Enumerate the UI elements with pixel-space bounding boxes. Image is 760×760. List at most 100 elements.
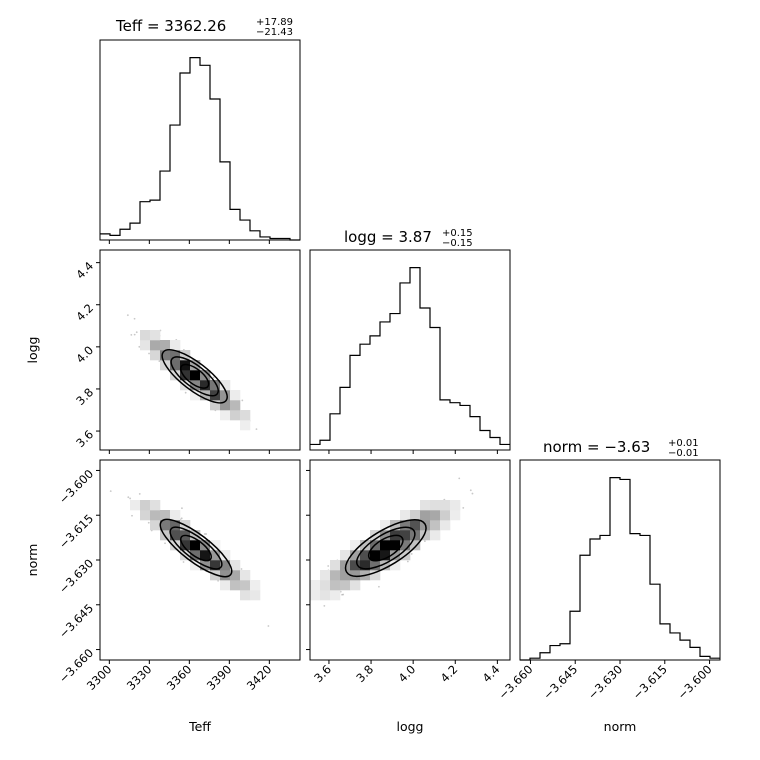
density-cell xyxy=(160,510,171,521)
density-cell xyxy=(380,560,391,571)
density-cell xyxy=(230,400,241,411)
sample-point xyxy=(182,561,185,563)
density-cell xyxy=(400,520,411,531)
sample-point xyxy=(323,604,326,607)
contour-level-1 xyxy=(161,349,228,404)
density-cell xyxy=(170,510,181,521)
density-cell xyxy=(230,570,241,581)
xlabel-norm: norm xyxy=(604,719,637,734)
sample-point xyxy=(203,533,206,535)
sample-point xyxy=(158,360,161,362)
density-cell xyxy=(160,350,171,361)
sample-point xyxy=(410,553,413,555)
density-cell xyxy=(420,500,431,511)
density-cell xyxy=(230,410,241,421)
density-cell xyxy=(450,510,461,521)
density-cell xyxy=(190,360,201,371)
density-cell xyxy=(140,500,151,511)
density-cell xyxy=(250,590,261,601)
density-cell xyxy=(400,530,411,541)
sample-point xyxy=(267,625,270,627)
density-cell xyxy=(210,380,221,391)
title-logg-plus: +0.15 xyxy=(442,228,473,239)
density-cell xyxy=(180,540,191,551)
density-cell xyxy=(330,590,341,601)
density-cell xyxy=(360,560,371,571)
panel-frame xyxy=(99,39,301,241)
density-cell xyxy=(150,350,161,361)
density-cell xyxy=(200,390,211,401)
density-cell xyxy=(350,560,361,571)
density-cell xyxy=(220,550,231,561)
sample-point xyxy=(184,391,187,394)
density-cell xyxy=(210,400,221,411)
contour-level-3 xyxy=(179,534,213,562)
density-cell xyxy=(370,550,381,561)
sample-point xyxy=(471,492,474,495)
density-cell xyxy=(200,380,211,391)
density-cell xyxy=(240,590,251,601)
density-cell xyxy=(350,550,361,561)
sample-point xyxy=(341,593,343,596)
panel-content xyxy=(310,477,474,607)
density-cell xyxy=(160,340,171,351)
panel-teff-logg xyxy=(126,314,258,431)
density-cell xyxy=(310,580,321,591)
density-cell xyxy=(190,540,201,551)
density-cell xyxy=(170,350,181,361)
density-cell xyxy=(150,510,161,521)
sample-point xyxy=(129,497,132,500)
sample-point xyxy=(127,496,130,499)
density-cell xyxy=(210,560,221,571)
sample-point xyxy=(126,314,129,317)
sample-point xyxy=(462,506,465,509)
density-cell xyxy=(330,580,341,591)
density-cell xyxy=(330,560,341,571)
density-cell xyxy=(210,540,221,551)
sample-point xyxy=(255,428,258,430)
density-cell xyxy=(430,520,441,531)
density-cell xyxy=(430,530,441,541)
density-cell xyxy=(150,520,161,531)
density-cell xyxy=(320,570,331,581)
density-cell xyxy=(390,540,401,551)
title-norm-plus: +0.01 xyxy=(668,438,699,449)
density-cell xyxy=(350,540,361,551)
density-cell xyxy=(220,560,231,571)
density-cell xyxy=(240,420,251,431)
density-cell xyxy=(390,560,401,571)
sample-point xyxy=(212,376,215,379)
density-cell xyxy=(340,580,351,591)
contour-level-2 xyxy=(169,526,223,570)
density-cell xyxy=(400,510,411,521)
panel-teff-norm xyxy=(109,490,270,627)
sample-point xyxy=(148,352,150,355)
density-cell xyxy=(450,500,461,511)
sample-point xyxy=(109,490,112,493)
density-cell xyxy=(440,520,451,531)
density-cell xyxy=(380,550,391,561)
density-cell xyxy=(220,410,231,421)
sample-point xyxy=(133,333,136,336)
density-cell xyxy=(170,520,181,531)
panel-content xyxy=(109,490,270,627)
contour-level-3 xyxy=(179,363,210,389)
panel-frame xyxy=(99,249,301,451)
density-cell xyxy=(410,520,421,531)
sample-point xyxy=(327,565,330,567)
density-cell xyxy=(310,590,321,601)
density-cell xyxy=(170,530,181,541)
ylabel-logg: logg xyxy=(25,337,40,364)
sample-point xyxy=(378,585,380,588)
density-cell xyxy=(200,550,211,561)
density-cell xyxy=(150,340,161,351)
density-cell xyxy=(240,580,251,591)
density-cell xyxy=(140,330,151,341)
title-teff-plus: +17.89 xyxy=(256,17,293,28)
density-cell xyxy=(350,570,361,581)
panel-content xyxy=(126,314,258,431)
sample-point xyxy=(180,517,183,520)
histogram-teff xyxy=(100,57,300,241)
panel-logg-norm xyxy=(310,477,474,607)
